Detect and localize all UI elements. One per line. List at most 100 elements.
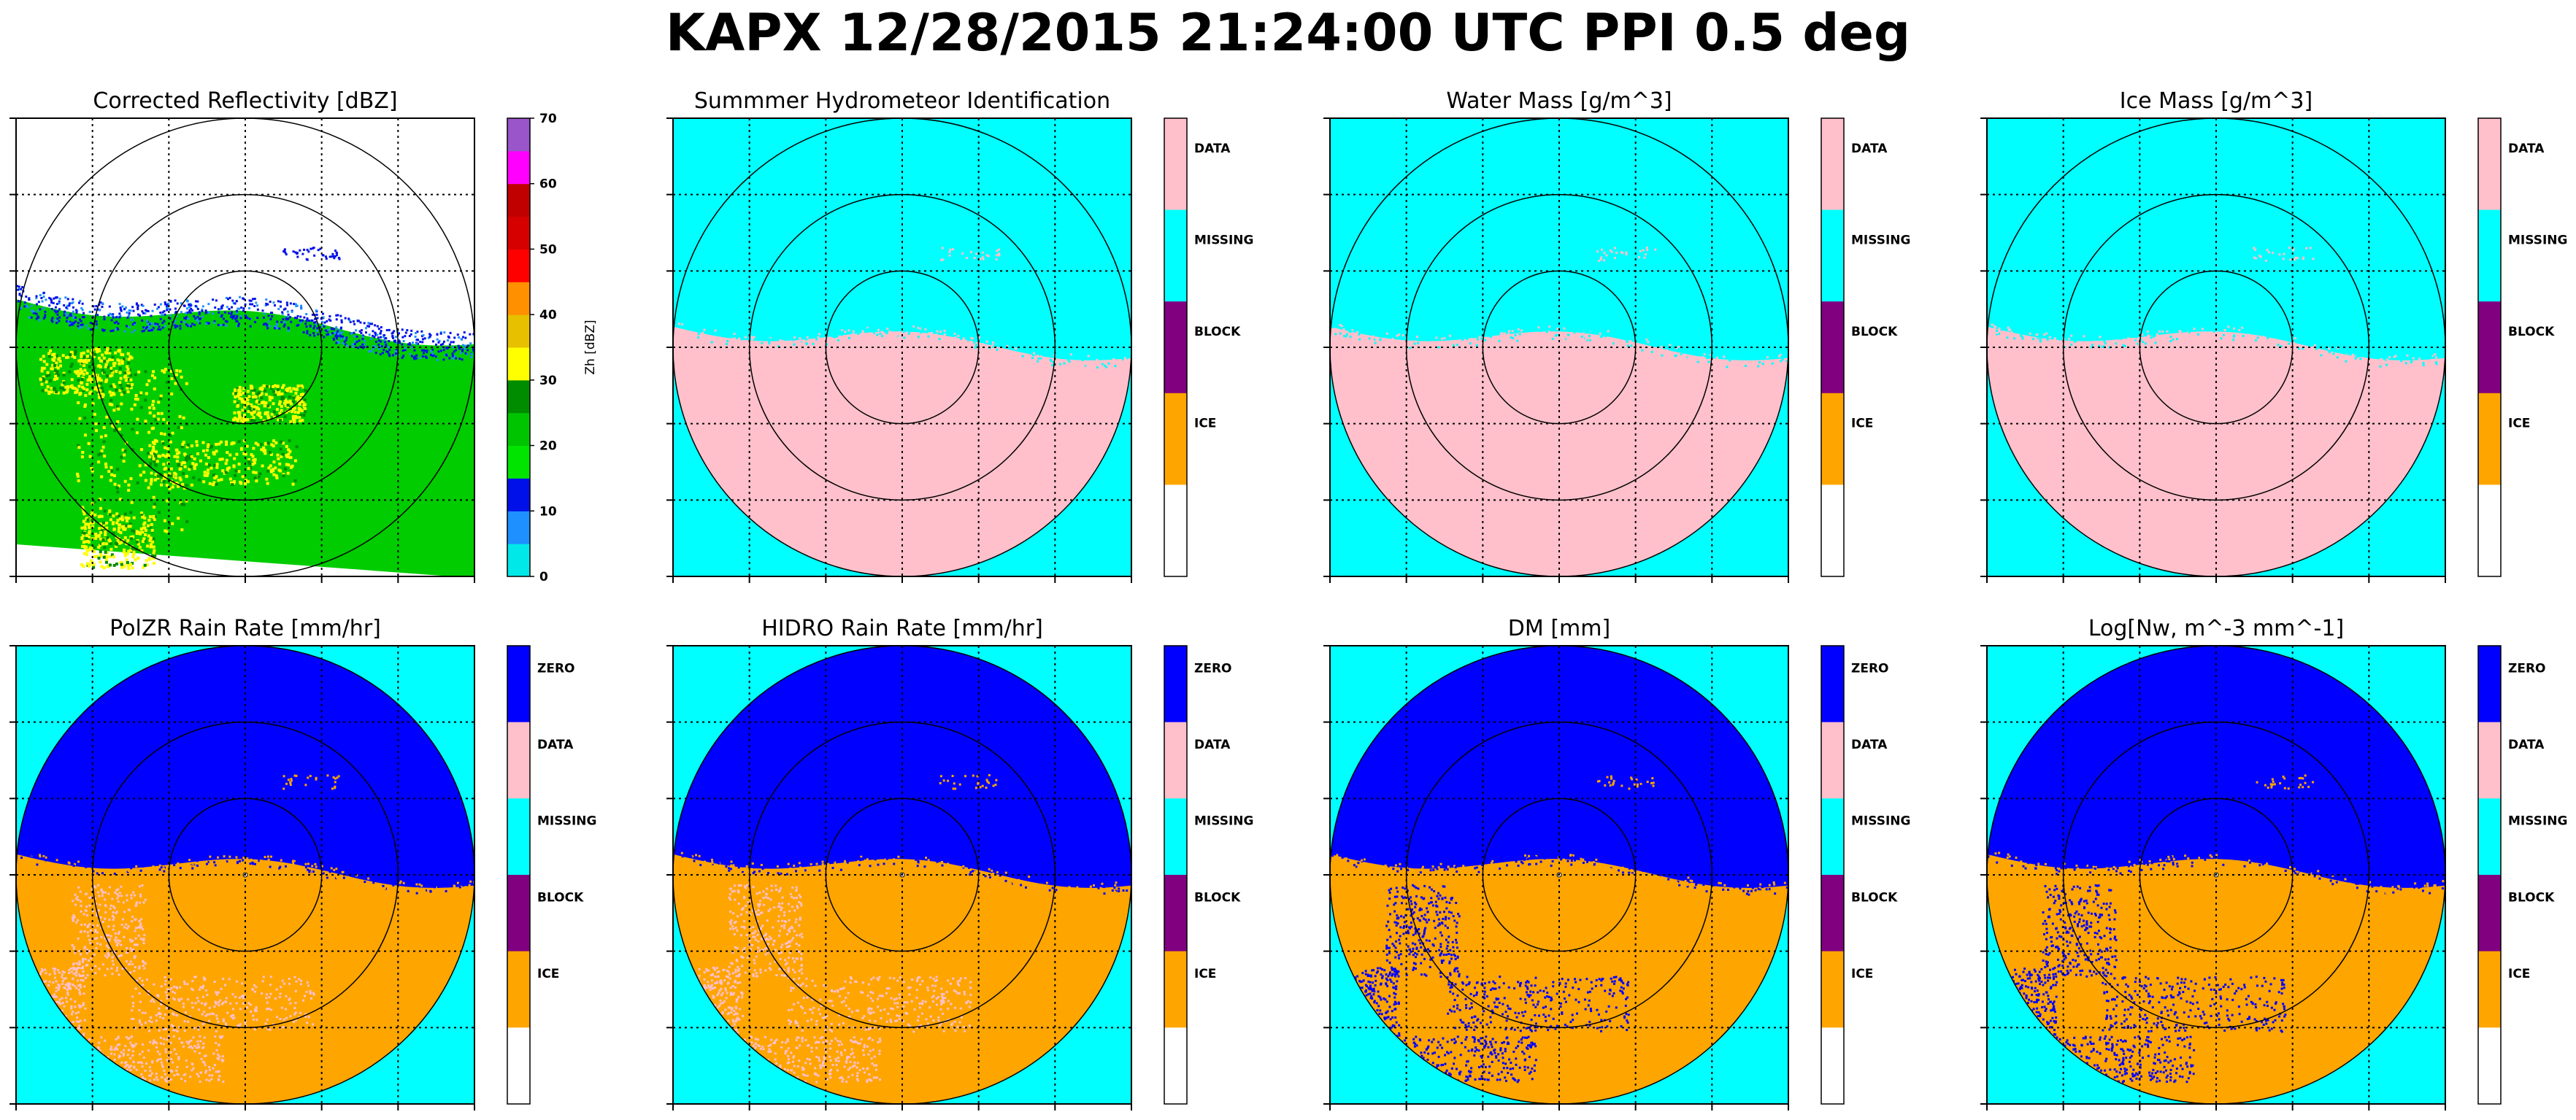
colorbar-label: Zh [dBZ]	[583, 320, 598, 374]
colorbar-segment	[1164, 118, 1187, 211]
colorbar-segment	[2478, 722, 2501, 799]
colorbar-frame	[2477, 645, 2502, 1105]
colorbar-segment	[2478, 301, 2501, 394]
panel-4: Ice Mass [g/m^3] DATA MISSING BLOCK ICE	[1980, 88, 2567, 583]
panel-title: Summmer Hydrometeor Identification	[694, 88, 1110, 114]
colorbar-segment	[507, 722, 530, 799]
colorbar-tick-label: 30	[539, 374, 557, 388]
colorbar: DATA MISSING BLOCK ICE	[2477, 117, 2567, 577]
colorbar-category-label: DATA	[2508, 142, 2545, 156]
colorbar-segment	[1164, 798, 1187, 876]
panel-7: DM [mm] ZERO DATA MISSING BLOCK ICE	[1323, 616, 1910, 1111]
colorbar-segment	[2478, 1027, 2501, 1105]
axis-ticks	[666, 117, 1132, 583]
colorbar-segment	[1164, 1027, 1187, 1105]
colorbar-tick-label: 50	[539, 242, 557, 257]
colorbar-segment	[507, 282, 530, 315]
plot-frame	[1986, 117, 2446, 577]
colorbar-category-label: ZERO	[1194, 661, 1231, 676]
colorbar-segment	[1164, 646, 1187, 723]
colorbar-category-label: MISSING	[537, 814, 596, 829]
colorbar-segment	[507, 798, 530, 876]
colorbar-segment	[507, 216, 530, 250]
colorbar-segment	[1164, 393, 1187, 485]
colorbar-category-label: MISSING	[1851, 233, 1910, 247]
colorbar-frame	[1820, 117, 1845, 577]
echo-edge-speckle	[16, 285, 474, 361]
gridlines	[1987, 646, 2445, 1104]
colorbar-segment	[1821, 951, 1844, 1028]
colorbar-category-label: MISSING	[1194, 233, 1253, 247]
plot-frame	[1329, 645, 1789, 1105]
colorbar-category-label: MISSING	[1851, 814, 1910, 829]
colorbar-segment	[507, 1027, 530, 1105]
colorbar-tick-label: 40	[539, 308, 557, 323]
echo-yellow-patches	[39, 347, 307, 571]
colorbar-segment	[1164, 484, 1187, 577]
panel-title: Water Mass [g/m^3]	[1446, 88, 1672, 114]
colorbar: DATA MISSING BLOCK ICE	[1164, 117, 1253, 577]
colorbar-frame	[2477, 117, 2502, 577]
colorbar-segment	[1821, 646, 1844, 723]
colorbar-segment	[507, 478, 530, 511]
colorbar-category-label: MISSING	[2508, 814, 2567, 829]
axis-ticks	[1980, 117, 2446, 583]
panel-3: Water Mass [g/m^3] DATA MISSING BLOCK ICE	[1323, 88, 1910, 583]
colorbar-segment	[2478, 646, 2501, 723]
colorbar-segment	[1821, 484, 1844, 577]
colorbar-segment	[507, 445, 530, 479]
gridlines	[673, 118, 1131, 576]
colorbar-tick-label: 60	[539, 177, 557, 192]
colorbar-tick-label: 70	[539, 112, 557, 126]
echo-region	[16, 217, 474, 576]
colorbar-segment	[2478, 798, 2501, 876]
panel-title: Corrected Reflectivity [dBZ]	[93, 88, 397, 114]
colorbar-category-label: BLOCK	[1851, 890, 1898, 905]
panel-5: PolZR Rain Rate [mm/hr] ZERO DATA MISSING BL…	[9, 616, 596, 1111]
colorbar-category-label: ICE	[1194, 967, 1216, 981]
colorbar-category-label: ICE	[1851, 967, 1873, 981]
colorbar-category-label: DATA	[537, 738, 574, 752]
colorbar-segment	[1164, 951, 1187, 1028]
colorbar-segment	[2478, 118, 2501, 211]
colorbar-tick-label: 10	[539, 504, 557, 519]
colorbar-segment	[2478, 484, 2501, 577]
colorbar-segment	[2478, 875, 2501, 952]
axis-ticks	[9, 645, 475, 1111]
colorbar-category-label: DATA	[1194, 142, 1231, 156]
colorbar-category-label: MISSING	[1194, 814, 1253, 829]
colorbar-segment	[507, 249, 530, 282]
gridlines	[673, 646, 1131, 1104]
colorbar-category-label: ICE	[2508, 417, 2530, 431]
gridlines	[16, 646, 474, 1104]
colorbar-segment	[1821, 875, 1844, 952]
plot-frame	[672, 645, 1132, 1105]
colorbar-tick-label: 0	[539, 570, 548, 584]
panel-title: HIDRO Rain Rate [mm/hr]	[761, 616, 1043, 641]
colorbar-segment	[2478, 951, 2501, 1028]
plot-frame	[1986, 645, 2446, 1105]
colorbar-category-label: ZERO	[537, 661, 574, 676]
colorbar-frame	[1820, 645, 1845, 1105]
colorbar-category-label: BLOCK	[1851, 325, 1898, 339]
colorbar-category-label: ZERO	[2508, 661, 2545, 676]
colorbar-segment	[1821, 393, 1844, 485]
panel-8: Log[Nw, m^-3 mm^-1] ZERO DATA MISSING BLOCK I…	[1980, 616, 2567, 1111]
colorbar-segment	[507, 511, 530, 544]
colorbar-category-label: DATA	[1851, 142, 1888, 156]
plot-frame	[1329, 117, 1789, 577]
figure-title: KAPX 12/28/2015 21:24:00 UTC PPI 0.5 deg	[665, 3, 1911, 63]
colorbar-segment	[1164, 875, 1187, 952]
axis-ticks	[1323, 117, 1789, 583]
colorbar-segment	[1164, 209, 1187, 302]
gridlines	[1330, 646, 1788, 1104]
colorbar-category-label: ICE	[1851, 417, 1873, 431]
colorbar-category-label: ICE	[1194, 417, 1216, 431]
gridlines	[1987, 118, 2445, 576]
axis-ticks	[666, 645, 1132, 1111]
colorbar-segment	[1821, 118, 1844, 211]
colorbar-category-label: DATA	[1194, 738, 1231, 752]
colorbar-category-label: BLOCK	[2508, 890, 2555, 905]
colorbar-tick-label: 20	[539, 439, 557, 454]
